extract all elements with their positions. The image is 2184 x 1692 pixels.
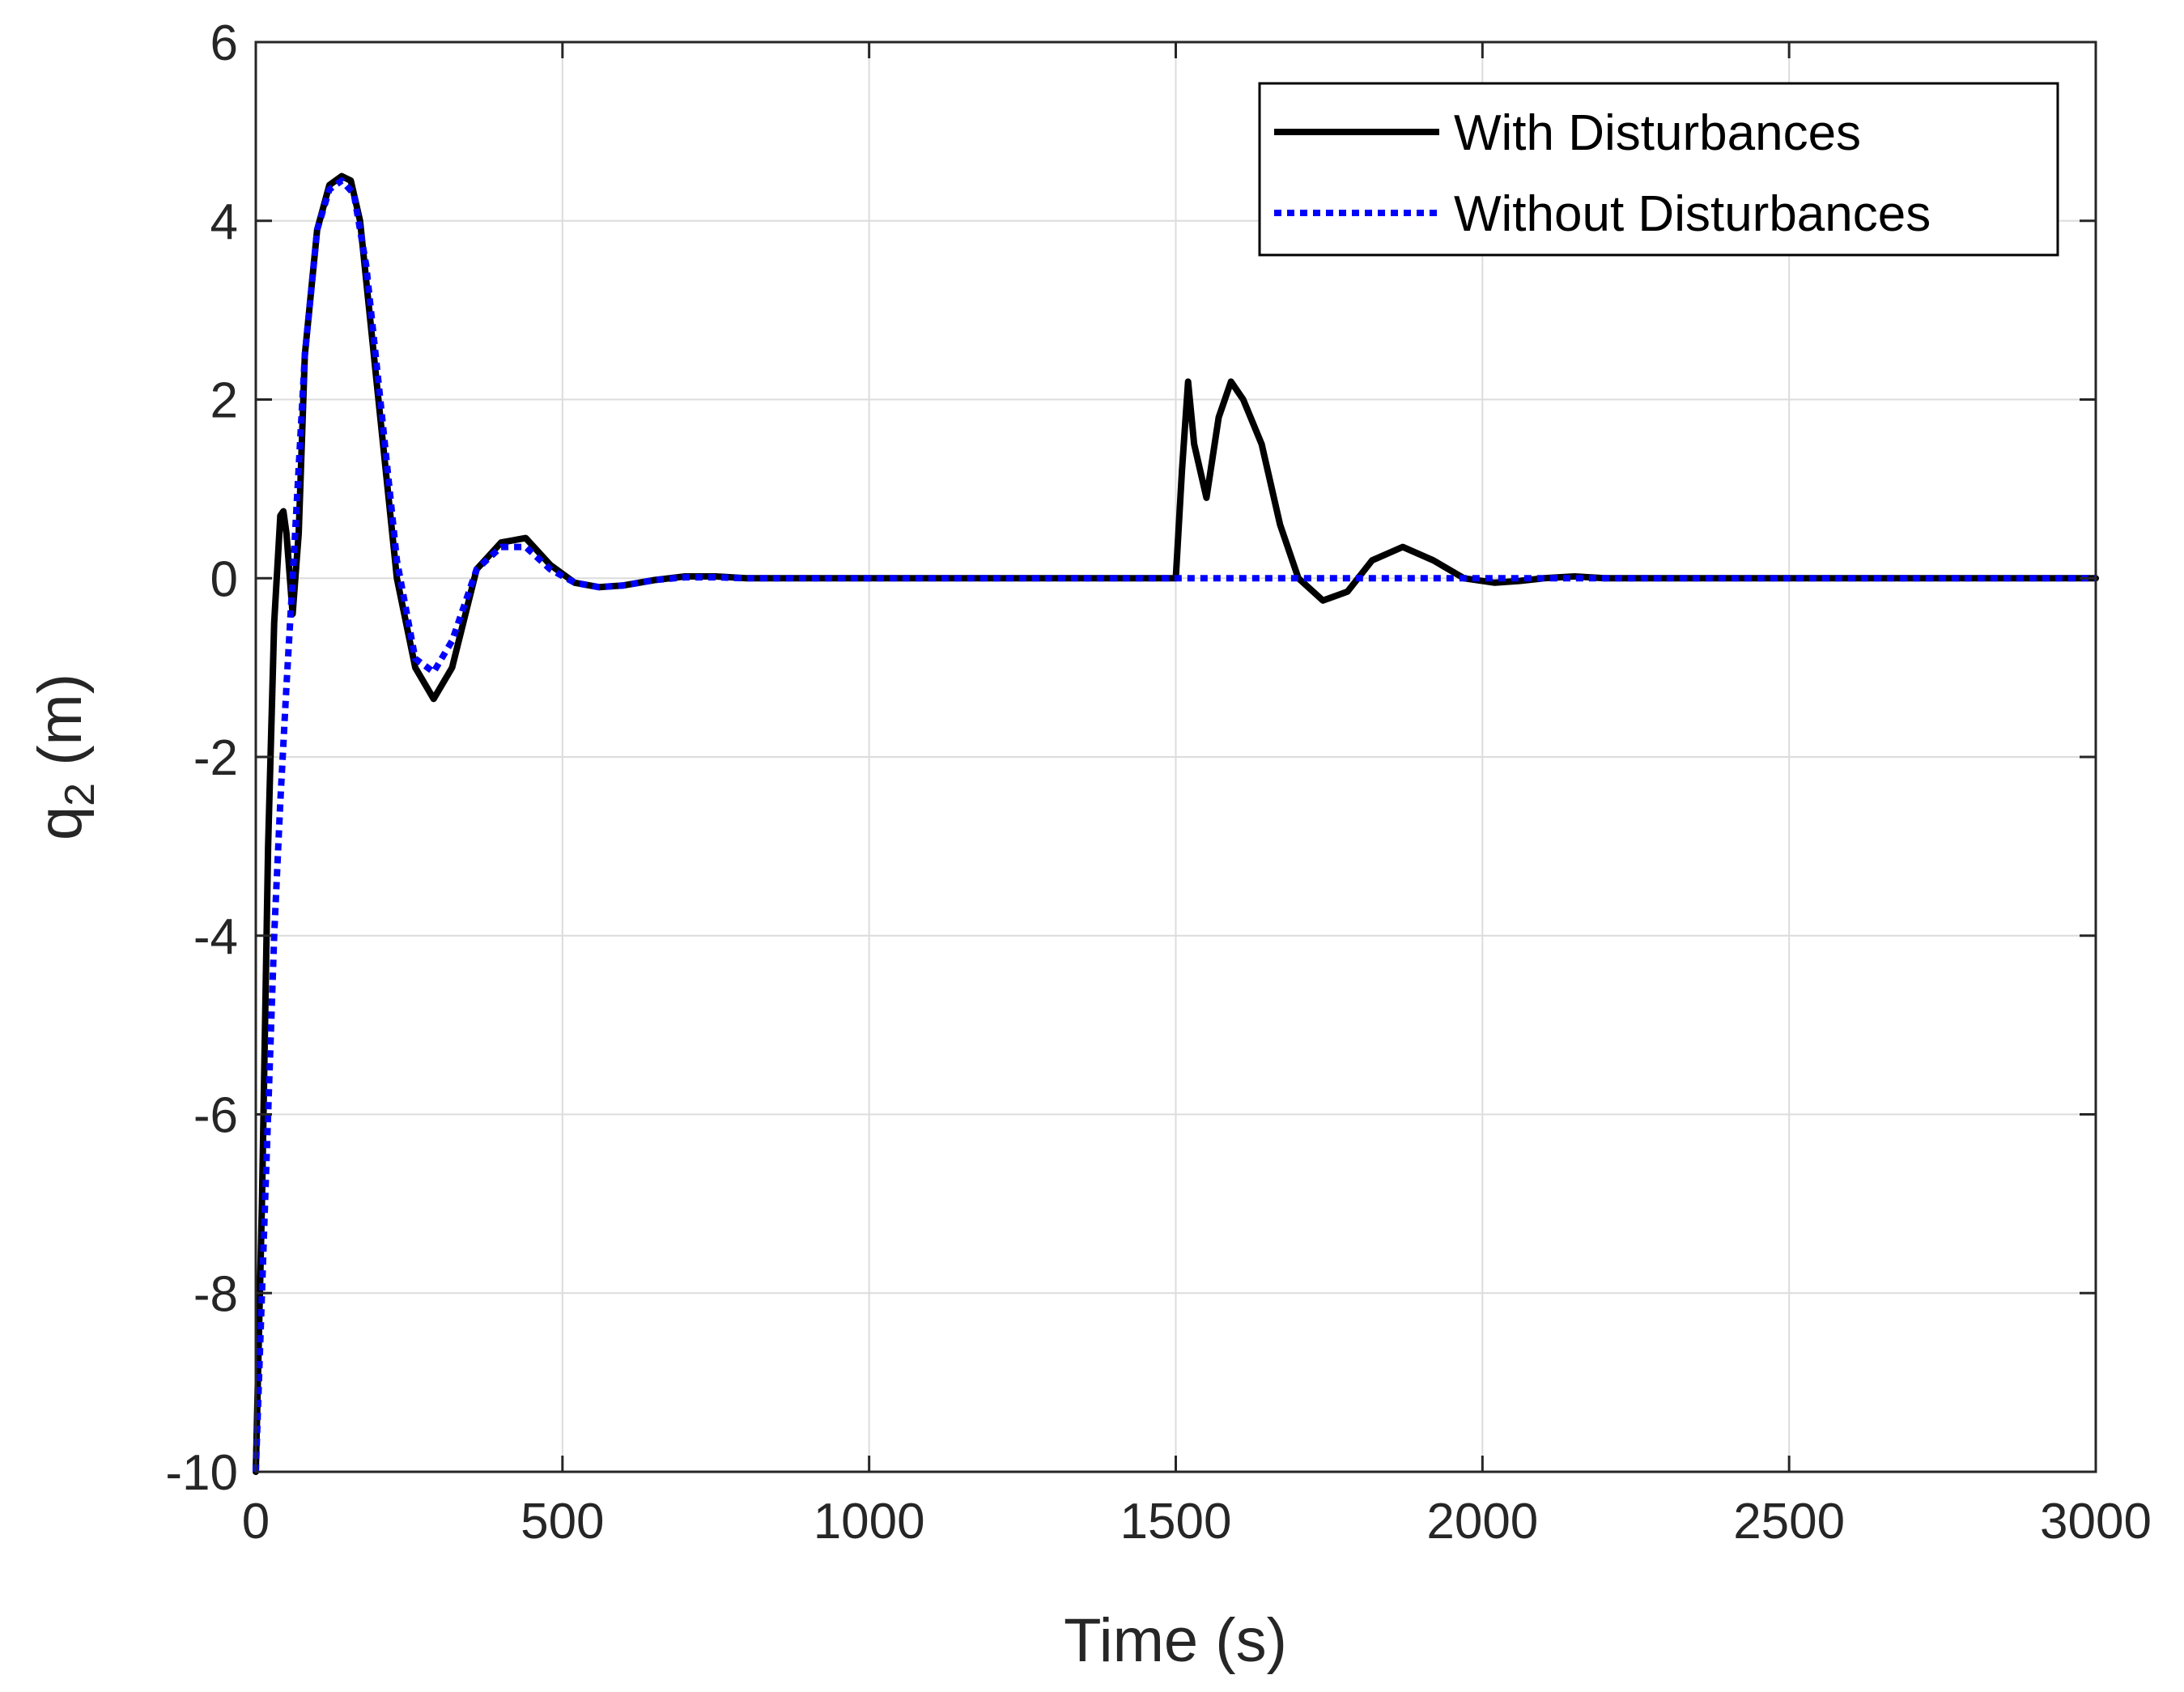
legend-box bbox=[1258, 82, 2059, 257]
legend-label-without-disturbances: Without Disturbances bbox=[1454, 186, 1931, 242]
y-tick-label: -4 bbox=[193, 909, 238, 965]
y-axis-label: q2 (m) bbox=[26, 674, 104, 840]
y-tick-label: 2 bbox=[210, 373, 238, 429]
y-axis-label-base: q bbox=[26, 806, 95, 840]
series-line-without-disturbances bbox=[253, 177, 2096, 1473]
y-tick-label: -6 bbox=[193, 1088, 238, 1144]
x-tick-label: 3000 bbox=[2040, 1494, 2152, 1550]
y-tick-label: -2 bbox=[193, 730, 238, 786]
x-tick-label: 1500 bbox=[1120, 1494, 1232, 1550]
x-tick-label: 2500 bbox=[1733, 1494, 1845, 1550]
y-axis-label-subscript: 2 bbox=[57, 783, 104, 806]
y-tick-label: 6 bbox=[210, 15, 238, 71]
x-tick-label: 2000 bbox=[1426, 1494, 1538, 1550]
x-tick-label: 1000 bbox=[814, 1494, 925, 1550]
legend-label-with-disturbances: With Disturbances bbox=[1454, 105, 1861, 161]
axis-ticks: 0 500 1000 1500 2000 2500 3000 -10 -8 -6 -4 -2 0 2 4 6 bbox=[165, 15, 2152, 1550]
y-axis-label-suffix: (m) bbox=[26, 674, 95, 783]
legend: With Disturbances Without Disturbances bbox=[1258, 82, 2059, 257]
x-tick-label: 500 bbox=[521, 1494, 604, 1550]
x-axis-label: Time (s) bbox=[1064, 1606, 1287, 1675]
series-layer bbox=[253, 172, 2099, 1475]
x-tick-label: 0 bbox=[242, 1494, 270, 1550]
y-tick-label: -8 bbox=[193, 1266, 238, 1322]
y-tick-label: -10 bbox=[165, 1445, 238, 1501]
y-tick-label: 0 bbox=[210, 551, 238, 607]
y-tick-label: 4 bbox=[210, 194, 238, 250]
